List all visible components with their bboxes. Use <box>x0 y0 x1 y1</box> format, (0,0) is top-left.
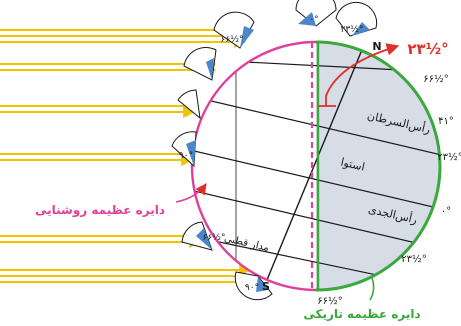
darkness-circle-label: دایره عظیمه تاریکی <box>303 307 420 321</box>
bubble-wedge <box>186 140 196 166</box>
bubble-left-2 <box>183 46 217 81</box>
bubble-left-4 <box>171 131 197 168</box>
sun-rays <box>0 24 252 288</box>
illumination-circle-label: دایره عظیمه روشنایی <box>35 203 165 218</box>
bubble-wedge <box>256 276 268 292</box>
darkness-pointer <box>369 277 375 301</box>
earth <box>190 40 442 292</box>
top-zero-label: ۰° <box>309 15 318 25</box>
north-label: N <box>372 40 381 53</box>
earth-dark-side <box>316 42 440 290</box>
axis-tilt-indicator <box>318 43 400 107</box>
left-arc-2-label: ۹۰° <box>179 151 193 161</box>
bubble-wedge <box>240 26 254 48</box>
equator-label: استوا <box>339 156 366 174</box>
top-small-label: ۲۳½° <box>341 25 364 35</box>
illumination-pointer <box>175 183 207 203</box>
bottom-right-label: ۶۶½° <box>317 295 342 307</box>
left-arc-3-label: ۶۶½° <box>203 233 226 243</box>
axis-tilt-label: ۲۳½° <box>407 40 448 58</box>
south-label: S <box>262 280 270 293</box>
tropic-right-label: ۲۳½° <box>437 151 461 163</box>
angle-bubbles <box>171 0 378 301</box>
tropic-low-right-label: ۲۳½° <box>401 253 426 265</box>
bubble-wedge <box>298 12 316 26</box>
left-arc-1-label: ۶۶½° <box>221 35 244 45</box>
tilt-arc-arrow <box>325 43 400 106</box>
illumination-outline <box>190 40 317 292</box>
bubble-wedge <box>196 228 212 250</box>
bubble-wedge <box>352 22 370 36</box>
earth-axis <box>261 42 367 290</box>
bubble-top <box>295 0 337 27</box>
bottom-ninety-label: ۹۰° <box>245 283 259 293</box>
arctic-right-label: ۶۶½° <box>423 73 448 85</box>
lat40-label: ۴۱° <box>438 116 454 127</box>
bubble-left-3 <box>177 89 201 120</box>
zero-right-label: ۰° <box>441 206 451 217</box>
bubble-bottom <box>234 271 273 301</box>
bubble-wedge <box>206 58 214 80</box>
